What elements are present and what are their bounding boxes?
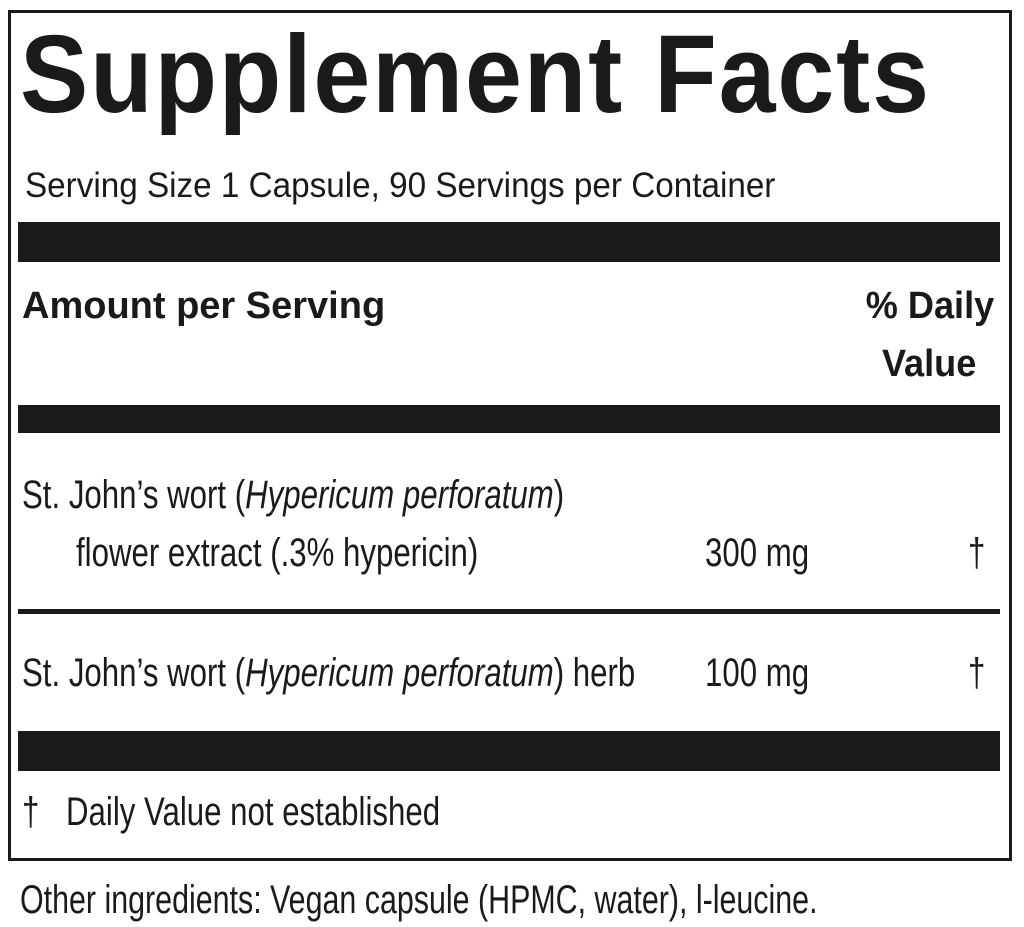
thick-divider	[18, 731, 1000, 771]
footnote-symbol: †	[22, 790, 40, 834]
name-text: St. John’s wort (	[22, 651, 246, 695]
serving-info: Serving Size 1 Capsule, 90 Servings per …	[25, 166, 776, 205]
supplement-facts-panel	[8, 10, 1012, 861]
footnote-text: Daily Value not established	[66, 790, 441, 834]
ingredient-row-1-dv: †	[968, 531, 986, 575]
daily-value-header-line2: Value	[881, 343, 976, 385]
ingredient-row-1-detail: flower extract (.3% hypericin)	[76, 531, 479, 575]
panel-title: Supplement Facts	[20, 13, 931, 136]
amount-per-serving-header: Amount per Serving	[22, 285, 386, 327]
ingredient-row-1-amount: 300 mg	[705, 531, 810, 575]
thick-divider	[18, 405, 1000, 433]
daily-value-header-line1: % Daily	[865, 285, 994, 327]
ingredient-row-1-name: St. John’s wort (Hypericum perforatum)	[22, 475, 564, 515]
thick-divider	[18, 222, 1000, 262]
ingredient-row-2-name: St. John’s wort (Hypericum perforatum) h…	[22, 653, 635, 693]
thin-divider	[18, 609, 1000, 614]
name-text: ) herb	[553, 651, 636, 695]
name-text: )	[553, 473, 565, 517]
ingredient-row-2-dv: †	[968, 651, 986, 695]
latin-name: Hypericum perforatum	[245, 473, 554, 517]
name-text: St. John’s wort (	[22, 473, 246, 517]
latin-name: Hypericum perforatum	[245, 651, 554, 695]
ingredient-row-2-amount: 100 mg	[705, 651, 810, 695]
other-ingredients: Other ingredients: Vegan capsule (HPMC, …	[20, 878, 818, 922]
